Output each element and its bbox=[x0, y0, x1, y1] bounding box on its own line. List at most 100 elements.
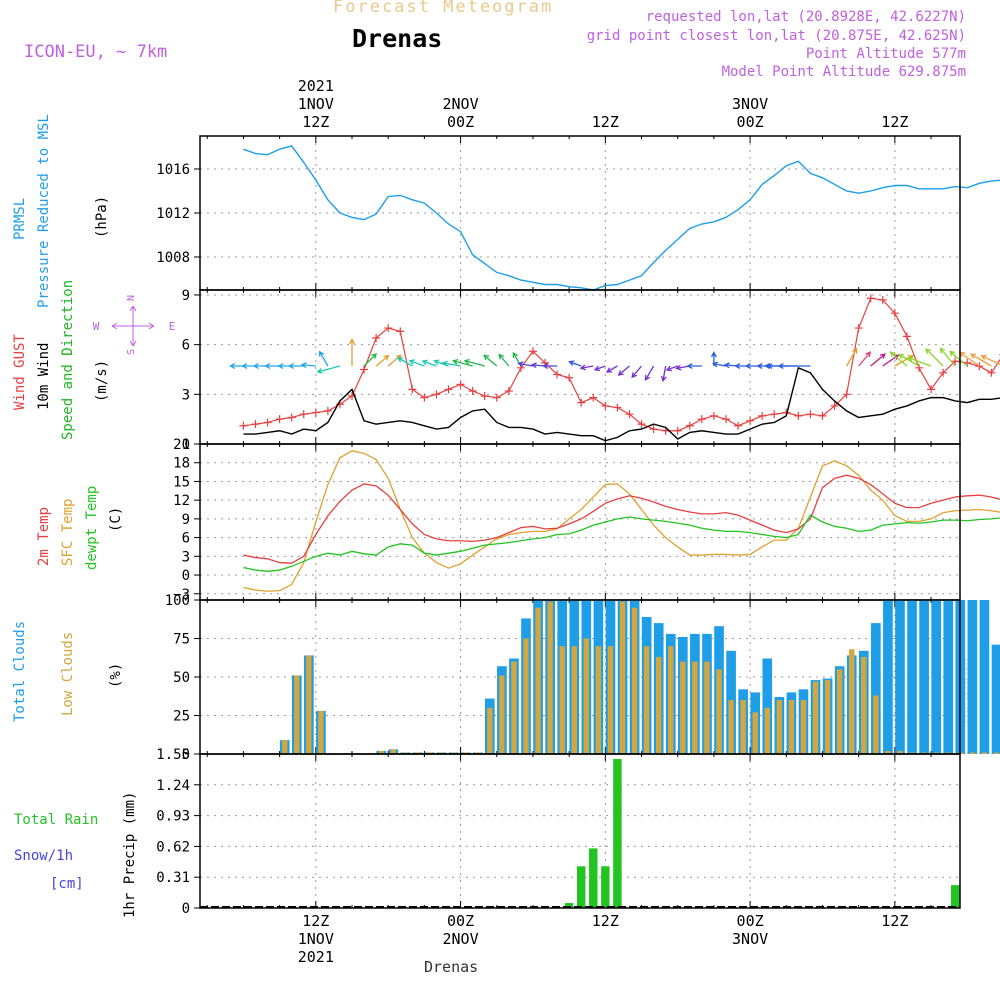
ylabel-precip: 1hr Precip (mm) bbox=[122, 792, 138, 918]
low-cloud-bar bbox=[487, 707, 493, 754]
low-cloud-bar bbox=[945, 752, 951, 754]
low-cloud-bar bbox=[993, 752, 1000, 754]
low-cloud-bar bbox=[426, 752, 433, 754]
ylabel-c: (C) bbox=[108, 507, 124, 532]
panel-2: −3 0 3 6 9 12 15 18 21 2m Temp SFC Temp dewpt Temp (… bbox=[36, 437, 1000, 603]
point-altitude: Point Altitude 577m bbox=[805, 46, 966, 62]
low-cloud-bar bbox=[897, 750, 903, 754]
y-tick-label: 0 bbox=[182, 747, 190, 763]
low-cloud-bar bbox=[921, 752, 927, 754]
gust-marker bbox=[444, 385, 453, 394]
y-tick-label: 0.62 bbox=[156, 839, 190, 855]
gridpoint-coords: grid point closest lon,lat (20.875E, 42.… bbox=[586, 28, 966, 44]
wind-arrow bbox=[318, 350, 329, 367]
bottom-time-label: 2021 bbox=[298, 948, 334, 966]
total-cloud-bar bbox=[991, 644, 1000, 754]
gust-marker bbox=[565, 373, 574, 382]
low-cloud-bar bbox=[306, 655, 312, 754]
wind-arrow bbox=[660, 365, 667, 383]
gust-marker bbox=[360, 365, 369, 374]
sfc-temp-line bbox=[243, 450, 1000, 592]
gust-marker bbox=[528, 347, 537, 356]
low-cloud-bar bbox=[909, 752, 915, 754]
ylabel-t2m: 2m Temp bbox=[36, 507, 52, 566]
y-tick-label: 3 bbox=[182, 549, 190, 565]
low-cloud-bar bbox=[716, 669, 722, 754]
gust-marker bbox=[311, 408, 320, 417]
wind-arrow bbox=[396, 357, 413, 367]
low-cloud-bar bbox=[680, 661, 686, 754]
wind-arrow bbox=[969, 353, 992, 367]
wind-arrow bbox=[631, 365, 643, 379]
wind-arrow bbox=[605, 365, 618, 373]
ylabel-prmsl: PRMSL bbox=[12, 198, 28, 240]
gust-marker bbox=[806, 410, 815, 419]
gust-marker bbox=[685, 421, 694, 430]
gust-marker bbox=[251, 420, 260, 429]
rain-bar bbox=[564, 903, 574, 908]
ylabel-dewpt: dewpt Temp bbox=[84, 486, 100, 570]
gust-marker bbox=[396, 327, 405, 336]
panel-border bbox=[199, 289, 961, 445]
y-tick-label: 1.24 bbox=[156, 778, 190, 794]
gust-marker bbox=[432, 390, 441, 399]
y-tick-label: 1.55 bbox=[156, 747, 190, 763]
low-cloud-bar bbox=[764, 707, 770, 754]
gust-marker bbox=[287, 413, 296, 422]
low-cloud-bar bbox=[402, 752, 409, 754]
low-cloud-bar bbox=[523, 638, 529, 754]
low-cloud-bar bbox=[740, 700, 746, 754]
bottom-time-label: 2NOV bbox=[443, 930, 479, 948]
wind-arrow bbox=[665, 365, 678, 372]
y-tick-label: 9 bbox=[182, 512, 190, 528]
wind-arrow bbox=[542, 363, 558, 369]
wind-arrow bbox=[925, 348, 944, 367]
bottom-time-label: 12Z bbox=[881, 912, 908, 930]
ylabel-low-clouds: Low Clouds bbox=[60, 632, 76, 716]
low-cloud-bar bbox=[643, 646, 650, 754]
wind-arrow bbox=[897, 353, 920, 367]
gust-marker bbox=[878, 295, 887, 304]
wind-arrow bbox=[441, 360, 461, 367]
wind-arrow bbox=[939, 347, 956, 367]
wind-arrow bbox=[858, 351, 872, 367]
footer-location: Drenas bbox=[424, 958, 479, 976]
compass-e: E bbox=[169, 320, 176, 333]
low-cloud-bar bbox=[861, 656, 867, 754]
gust-marker bbox=[673, 426, 682, 435]
bottom-time-label: 00Z bbox=[737, 912, 764, 930]
low-cloud-bar bbox=[571, 646, 577, 754]
gust-marker bbox=[758, 411, 767, 420]
wind-arrow bbox=[498, 353, 510, 367]
gust-marker bbox=[480, 391, 489, 400]
low-cloud-bar bbox=[318, 710, 324, 754]
wind-arrow bbox=[579, 364, 594, 371]
wind-arrow bbox=[907, 356, 932, 367]
low-cloud-bar bbox=[981, 752, 988, 754]
low-cloud-bar bbox=[849, 649, 855, 754]
low-cloud-bar bbox=[656, 656, 662, 754]
y-tick-label: 18 bbox=[173, 456, 190, 472]
top-time-label: 00Z bbox=[447, 113, 474, 131]
gust-marker bbox=[625, 410, 634, 419]
total-cloud-bar bbox=[979, 600, 990, 754]
requested-coords: requested lon,lat (20.8928E, 42.6227N) bbox=[645, 9, 966, 25]
wind-arrow bbox=[421, 359, 437, 367]
wind-arrow bbox=[948, 350, 968, 367]
low-cloud-bar bbox=[511, 661, 517, 754]
total-cloud-bar bbox=[907, 600, 917, 754]
wind-arrow bbox=[349, 338, 355, 366]
low-cloud-bar bbox=[933, 752, 939, 754]
y-tick-label: 6 bbox=[182, 531, 190, 547]
wind-arrow bbox=[846, 347, 858, 367]
gust-marker bbox=[734, 421, 743, 430]
total-cloud-bar bbox=[762, 658, 773, 754]
panel-border bbox=[199, 753, 961, 909]
gust-marker bbox=[987, 368, 996, 377]
gust-marker bbox=[384, 324, 393, 333]
total-cloud-bar bbox=[895, 600, 905, 754]
low-cloud-bar bbox=[450, 752, 457, 754]
gust-marker bbox=[649, 425, 658, 434]
gust-marker bbox=[927, 385, 936, 394]
